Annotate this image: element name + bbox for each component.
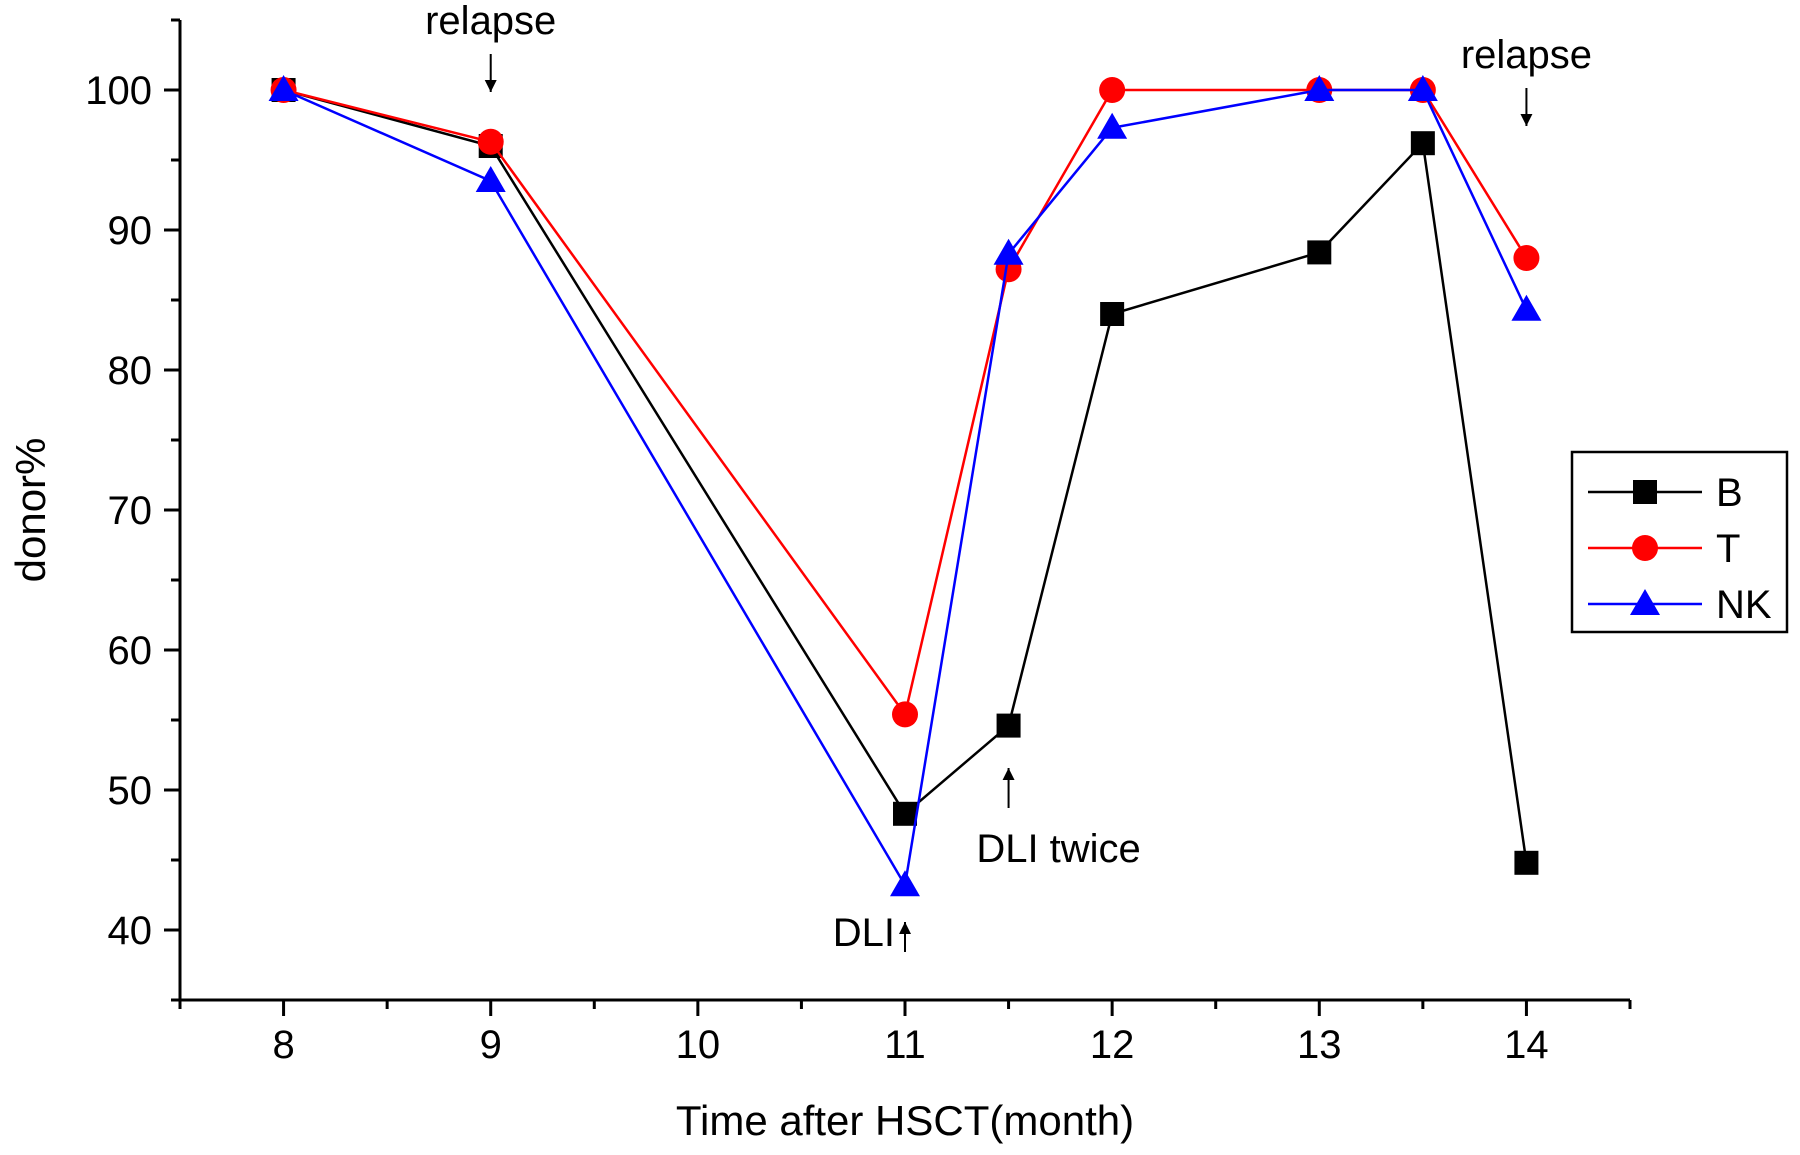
- series-b-point: [1410, 131, 1435, 156]
- legend-box: [1570, 450, 1789, 634]
- annotation-label: relapse: [1461, 33, 1592, 77]
- y-tick-label: 80: [108, 349, 153, 393]
- legend: BT NK: [1570, 450, 1789, 634]
- series-nk: [268, 75, 1542, 897]
- x-tick-label: 12: [1090, 1023, 1135, 1067]
- annotation-relapse: relapse: [1461, 33, 1592, 126]
- annotation-label: DLI: [833, 911, 895, 955]
- series-t: [270, 77, 1540, 728]
- legend-marker: [1633, 480, 1657, 504]
- annotation-arrow-head: [1520, 114, 1533, 126]
- annotation-dli: DLI: [833, 911, 911, 955]
- plot-area: [268, 75, 1542, 897]
- series-b: [271, 78, 1539, 875]
- y-tick-label: 60: [108, 629, 153, 673]
- annotation-arrow-head: [899, 922, 911, 934]
- x-tick-label: 9: [480, 1023, 502, 1067]
- annotation-dli-twice: DLI twice: [976, 768, 1141, 871]
- series-t-point: [1513, 245, 1540, 271]
- series-nk-point: [890, 870, 920, 897]
- x-axis-title: Time after HSCT(month): [676, 1097, 1134, 1144]
- series-b-point: [893, 801, 917, 826]
- series-nk-point: [1304, 75, 1335, 101]
- y-tick-label: 40: [108, 909, 153, 953]
- series-nk-point: [268, 75, 299, 101]
- series-t-point: [1099, 77, 1126, 103]
- legend-label: B: [1716, 471, 1743, 515]
- legend-label: NK: [1716, 583, 1772, 627]
- series-b-point: [1100, 302, 1125, 326]
- legend-item-b: B: [1588, 471, 1743, 515]
- series-nk-point: [1511, 294, 1542, 321]
- y-tick-label: 100: [85, 69, 152, 113]
- annotation-relapse: relapse: [425, 0, 556, 92]
- annotations: relapse relapse DLI DLI twice: [425, 0, 1592, 955]
- series-nk-point: [1097, 112, 1128, 139]
- series-t-point: [477, 128, 504, 155]
- axes: 8 9 10 11 12 13 14 40 50 60 70 80 90 100 Time after HS…: [7, 18, 1632, 1144]
- y-tick-label: 50: [108, 769, 153, 813]
- annotation-label: relapse: [425, 0, 556, 43]
- x-tick-label: 8: [272, 1023, 294, 1067]
- x-tick-label: 10: [676, 1023, 721, 1067]
- legend-item-t: T: [1588, 527, 1740, 571]
- y-tick-label: 90: [108, 209, 153, 253]
- annotation-arrow-head: [1002, 768, 1015, 780]
- legend-marker: [1632, 535, 1658, 561]
- series-b-point: [1307, 240, 1332, 265]
- legend-label: T: [1716, 527, 1740, 571]
- legend-marker: [1630, 589, 1660, 615]
- x-tick-label: 13: [1297, 1023, 1342, 1067]
- annotation-label: DLI twice: [976, 827, 1141, 871]
- series-nk-point: [1407, 75, 1438, 101]
- series-t-line: [283, 88, 1528, 718]
- series-b-point: [996, 713, 1021, 738]
- y-tick-label: 70: [108, 489, 153, 533]
- series-nk-point: [475, 166, 506, 192]
- x-tick-label: 14: [1504, 1023, 1549, 1067]
- series-b-point: [1514, 850, 1539, 875]
- series-t-point: [892, 701, 918, 728]
- series-nk-point: [993, 238, 1024, 265]
- legend-item-nk: NK: [1588, 583, 1772, 627]
- series-nk-line: [283, 88, 1528, 889]
- annotation-arrow-head: [484, 80, 497, 92]
- x-tick-label: 11: [884, 1023, 926, 1067]
- series-b-line: [283, 88, 1528, 863]
- y-axis-title: donor%: [7, 438, 54, 583]
